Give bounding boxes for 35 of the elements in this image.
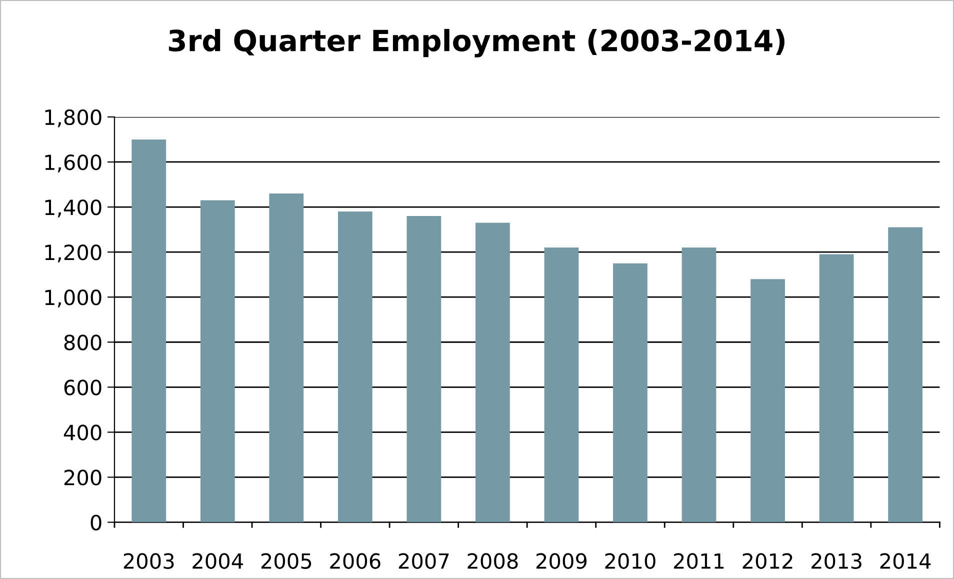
bar bbox=[750, 279, 785, 522]
bar bbox=[132, 139, 166, 522]
chart-title: 3rd Quarter Employment (2003-2014) bbox=[168, 28, 784, 58]
bar bbox=[476, 222, 510, 522]
y-tick-label: 200 bbox=[64, 470, 102, 486]
bar bbox=[406, 216, 442, 522]
x-tick-label: 2004 bbox=[192, 553, 243, 569]
x-tick-label: 2013 bbox=[812, 553, 862, 569]
x-tick-label: 2014 bbox=[880, 553, 931, 569]
bar bbox=[544, 248, 579, 522]
x-tick-label: 2005 bbox=[261, 553, 312, 569]
y-tick-label: 1,200 bbox=[45, 244, 102, 262]
y-tick-label: 1,800 bbox=[45, 109, 102, 128]
bar bbox=[338, 212, 372, 522]
y-tick-label: 1,000 bbox=[45, 290, 102, 308]
bar bbox=[682, 248, 716, 522]
bar bbox=[888, 227, 922, 522]
y-tick-label: 1,400 bbox=[45, 199, 102, 218]
bar bbox=[269, 194, 304, 522]
x-tick-label: 2008 bbox=[468, 553, 518, 569]
y-tick-label: 0 bbox=[90, 514, 102, 530]
x-tick-label: 2011 bbox=[674, 553, 724, 569]
bar bbox=[200, 200, 235, 522]
x-tick-label: 2006 bbox=[330, 553, 380, 569]
x-tick-label: 2010 bbox=[605, 553, 656, 569]
y-tick-label: 800 bbox=[64, 334, 102, 350]
y-tick-label: 1,600 bbox=[45, 154, 102, 172]
bar bbox=[819, 254, 854, 522]
x-tick-label: 2012 bbox=[742, 553, 792, 569]
x-tick-label: 2007 bbox=[398, 553, 449, 569]
y-tick-label: 400 bbox=[64, 424, 102, 440]
x-tick-label: 2009 bbox=[536, 553, 587, 569]
x-tick-label: 2003 bbox=[124, 553, 174, 569]
y-tick-label: 600 bbox=[64, 380, 102, 396]
bar bbox=[613, 263, 648, 522]
